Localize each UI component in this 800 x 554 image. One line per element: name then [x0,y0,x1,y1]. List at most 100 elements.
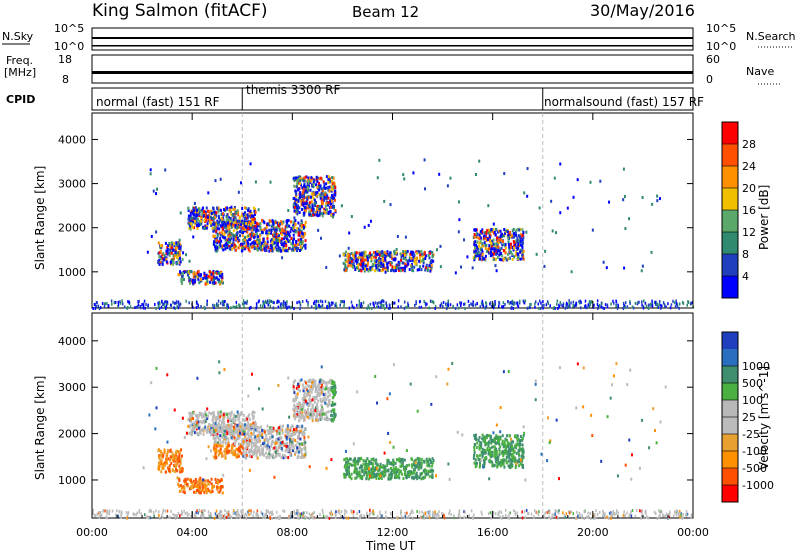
range-cell [176,261,179,265]
range-cell [286,233,289,237]
range-cell [384,254,387,258]
range-cell [489,250,492,254]
range-cell [207,274,210,278]
range-cell [221,232,224,236]
range-cell [493,303,495,307]
range-cell [92,511,94,515]
range-cell [404,512,406,516]
range-cell [438,172,441,176]
range-cell [214,421,217,425]
range-cell [157,261,160,265]
range-cell [216,424,219,428]
range-cell [302,442,305,446]
range-cell [194,421,197,425]
range-cell [413,265,416,269]
range-cell [538,306,540,310]
range-cell [199,491,202,495]
range-cell [508,257,511,261]
range-cell [228,449,231,453]
range-cell [197,224,200,228]
range-cell [593,303,595,307]
range-cell [249,220,252,224]
range-cell [213,281,216,285]
range-cell [197,269,200,273]
range-cell [284,434,287,438]
range-cell [240,509,242,513]
range-cell [474,254,477,258]
range-cell [622,167,625,171]
range-cell [253,437,256,441]
range-cell [106,510,109,514]
range-cell [508,235,511,239]
range-cell [234,237,237,241]
range-cell [227,227,230,231]
range-cell [229,235,232,239]
range-cell [318,188,321,192]
range-cell [149,516,152,520]
range-cell [400,257,403,261]
range-cell [187,424,190,428]
range-cell [211,423,214,427]
range-cell [304,450,307,454]
range-cell [272,426,275,430]
range-cell [257,448,260,452]
range-cell [226,512,229,516]
range-cell [640,516,642,520]
range-cell [350,260,353,264]
range-cell [242,212,245,216]
range-cell [275,450,278,454]
range-cell [224,456,227,460]
range-cell [212,220,215,224]
range-cell [535,252,538,256]
range-cell [201,429,204,433]
range-cell [192,275,195,279]
range-cell [185,253,188,257]
range-cell [490,304,493,308]
range-cell [157,464,160,468]
range-cell [163,448,166,452]
range-cell [508,237,511,241]
range-cell [436,516,438,520]
range-cell [170,241,173,245]
range-cell [155,192,158,196]
range-cell [214,281,217,285]
range-cell [610,302,612,306]
range-cell [431,300,434,304]
range-cell [535,511,537,515]
range-cell [404,262,407,266]
range-cell [222,281,225,285]
range-cell [235,430,238,434]
range-cell [285,303,288,307]
range-cell [370,253,373,257]
range-cell [238,238,241,242]
range-cell [354,254,357,258]
range-cell [490,241,493,245]
range-cell [347,252,350,256]
range-cell [673,514,675,518]
range-cell [519,250,522,254]
range-cell [357,516,360,520]
range-cell [213,445,216,449]
range-cell [479,230,482,234]
range-cell [157,510,160,514]
range-cell [473,256,476,260]
range-cell [303,184,306,188]
range-cell [307,185,310,189]
range-cell [167,251,170,255]
range-cell [559,162,562,166]
range-cell [256,425,259,429]
range-cell [187,417,190,421]
range-cell [184,270,187,274]
range-cell [179,242,182,246]
range-cell [223,225,226,229]
range-cell [159,460,162,464]
range-cell [276,233,279,237]
range-cell [333,193,336,197]
range-cell [182,277,185,281]
range-cell [141,302,143,306]
range-cell [301,433,304,437]
range-cell [485,232,488,236]
range-cell [292,441,295,445]
range-cell [622,307,625,311]
